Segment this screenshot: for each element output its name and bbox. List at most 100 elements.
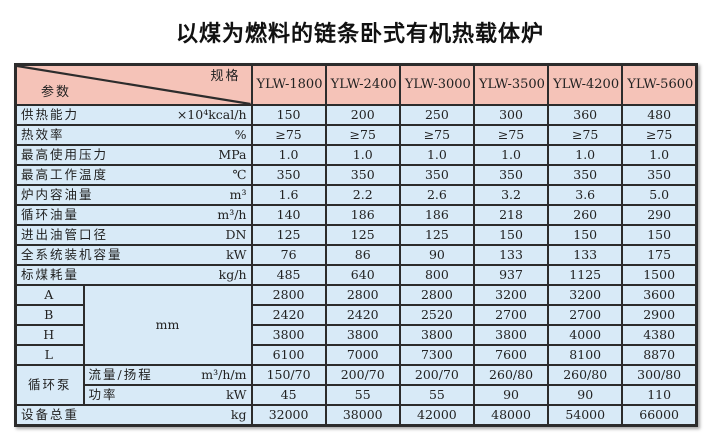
param-unit: kW [226, 387, 247, 402]
param-cell: 循环油量 m³/h [14, 204, 253, 226]
value-cell: 7300 [398, 344, 475, 366]
value-cell: 485 [250, 264, 327, 286]
value-cell: 38000 [324, 404, 401, 427]
value-cell: 3.6 [547, 184, 624, 206]
spec-table: 规格 参数 YLW-1800 YLW-2400 YLW-3000 YLW-350… [14, 63, 698, 427]
value-cell: 2520 [398, 304, 475, 326]
value-cell: 3800 [250, 324, 327, 346]
value-cell: 186 [324, 204, 401, 226]
param-unit: % [234, 127, 247, 142]
value-cell: 640 [324, 264, 401, 286]
param-unit: kW [226, 247, 247, 262]
value-cell: 150 [547, 224, 624, 246]
table-row: A mm 2800 2800 2800 3200 3200 3600 [14, 284, 698, 366]
value-cell: 3.2 [472, 184, 550, 206]
value-cell: 175 [621, 244, 698, 266]
table-row: 最高工作温度 ℃ 350 350 350 350 350 350 [14, 164, 698, 186]
param-unit: ℃ [232, 167, 247, 182]
model-header: YLW-5600 [621, 63, 698, 106]
corner-param-label: 参数 [41, 85, 72, 100]
value-cell: 1.0 [398, 144, 475, 166]
value-cell: 350 [621, 164, 698, 186]
table-row: 标煤耗量 kg/h 485 640 800 937 1125 1500 [14, 264, 698, 286]
value-cell: 2800 [250, 284, 327, 306]
value-cell: 90 [472, 384, 550, 406]
param-cell: 标煤耗量 kg/h [14, 264, 253, 286]
value-cell: 200/70 [324, 364, 401, 386]
param-cell: 最高工作温度 ℃ [14, 164, 253, 186]
table-row: 进出油管口径 DN 125 125 125 150 150 150 [14, 224, 698, 246]
value-cell: 1.6 [250, 184, 327, 206]
value-cell: 45 [250, 384, 327, 406]
value-cell: 150 [250, 104, 327, 126]
param-unit: kg [230, 407, 247, 422]
param-cell: 进出油管口径 DN [14, 224, 253, 246]
param-label: 最高工作温度 [21, 167, 109, 182]
param-label: 设备总重 [21, 407, 80, 422]
param-cell: 全系统装机容量 kW [14, 244, 253, 266]
value-cell: 3800 [472, 324, 550, 346]
param-label: 标煤耗量 [21, 267, 80, 282]
value-cell: 90 [547, 384, 624, 406]
value-cell: 350 [250, 164, 327, 186]
table-row: 炉内容油量 m³ 1.6 2.2 2.6 3.2 3.6 5.0 [14, 184, 698, 206]
param-label: 最高使用压力 [21, 147, 109, 162]
value-cell: 290 [621, 204, 698, 226]
param-unit: ×10⁴kcal/h [176, 107, 247, 122]
value-cell: 1.0 [250, 144, 327, 166]
corner-cell: 规格 参数 [14, 63, 253, 106]
page-title: 以煤为燃料的链条卧式有机热载体炉 [175, 22, 544, 47]
dim-unit-cell: mm [82, 284, 253, 366]
value-cell: 5.0 [621, 184, 698, 206]
value-cell: 1.0 [324, 144, 401, 166]
table-row: 全系统装机容量 kW 76 86 90 133 133 175 [14, 244, 698, 266]
value-cell: 1.0 [472, 144, 550, 166]
value-cell: 200/70 [398, 364, 475, 386]
value-cell: 800 [398, 264, 475, 286]
param-cell: 最高使用压力 MPa [14, 144, 253, 166]
value-cell: 140 [250, 204, 327, 226]
model-header: YLW-1800 [250, 63, 327, 106]
value-cell: 300 [472, 104, 550, 126]
value-cell: 133 [472, 244, 550, 266]
value-cell: 2.6 [398, 184, 475, 206]
param-label: 热效率 [21, 127, 65, 142]
value-cell: 480 [621, 104, 698, 126]
diagonal-divider [17, 66, 251, 104]
value-cell: 2800 [324, 284, 401, 306]
value-cell: 218 [472, 204, 550, 226]
value-cell: 300/80 [621, 364, 698, 386]
table-row: 最高使用压力 MPa 1.0 1.0 1.0 1.0 1.0 1.0 [14, 144, 698, 166]
param-cell: 炉内容油量 m³ [14, 184, 253, 206]
param-unit: m³/h/m [201, 367, 247, 382]
value-cell: 54000 [547, 404, 624, 427]
dim-label: A [14, 284, 85, 306]
value-cell: 2700 [547, 304, 624, 326]
value-cell: 360 [547, 104, 624, 126]
param-label: 供热能力 [21, 107, 80, 122]
value-cell: 260/80 [472, 364, 550, 386]
table-header-row: 规格 参数 YLW-1800 YLW-2400 YLW-3000 YLW-350… [14, 63, 698, 106]
value-cell: 150/70 [250, 364, 327, 386]
param-cell: 流量/扬程 m³/h/m [82, 364, 253, 386]
value-cell: 125 [398, 224, 475, 246]
value-cell: 150 [472, 224, 550, 246]
value-cell: 250 [398, 104, 475, 126]
table-row: L 6100 7000 7300 7600 8100 8870 [14, 344, 698, 366]
param-cell: 功率 kW [82, 384, 253, 406]
param-cell: 设备总重 kg [14, 404, 253, 427]
param-unit: DN [225, 227, 247, 242]
value-cell: 2900 [621, 304, 698, 326]
param-label: 进出油管口径 [21, 227, 109, 242]
model-header: YLW-3500 [472, 63, 550, 106]
value-cell: 66000 [621, 404, 698, 427]
value-cell: 90 [398, 244, 475, 266]
value-cell: 8100 [547, 344, 624, 366]
value-cell: 42000 [398, 404, 475, 427]
value-cell: 55 [324, 384, 401, 406]
value-cell: 32000 [250, 404, 327, 427]
value-cell: 125 [324, 224, 401, 246]
table-row: H 3800 3800 3800 3800 4000 4380 [14, 324, 698, 346]
value-cell: 110 [621, 384, 698, 406]
value-cell: 7000 [324, 344, 401, 366]
